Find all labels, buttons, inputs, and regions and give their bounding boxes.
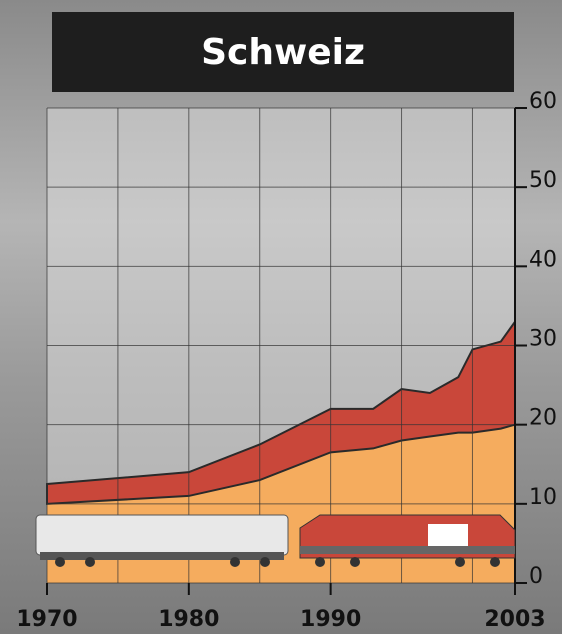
x-tick-label: 1980 bbox=[158, 607, 219, 632]
x-tick-label: 1990 bbox=[300, 607, 361, 632]
y-tick-label: 20 bbox=[529, 406, 557, 431]
y-tick-label: 30 bbox=[529, 327, 557, 352]
y-tick-label: 10 bbox=[529, 485, 557, 510]
y-tick-label: 40 bbox=[529, 247, 557, 272]
freight-wagon bbox=[36, 515, 288, 567]
y-tick-label: 0 bbox=[529, 564, 543, 589]
chart-title: Schweiz bbox=[201, 32, 365, 73]
chart: Schweiz 0 10 20 30 40 50 60 1970 1980 1990 2003 bbox=[0, 0, 562, 634]
y-tick-label: 60 bbox=[529, 89, 557, 114]
y-tick-label: 50 bbox=[529, 168, 557, 193]
x-tick-label: 1970 bbox=[16, 607, 77, 632]
x-tick-label: 2003 bbox=[484, 607, 545, 632]
